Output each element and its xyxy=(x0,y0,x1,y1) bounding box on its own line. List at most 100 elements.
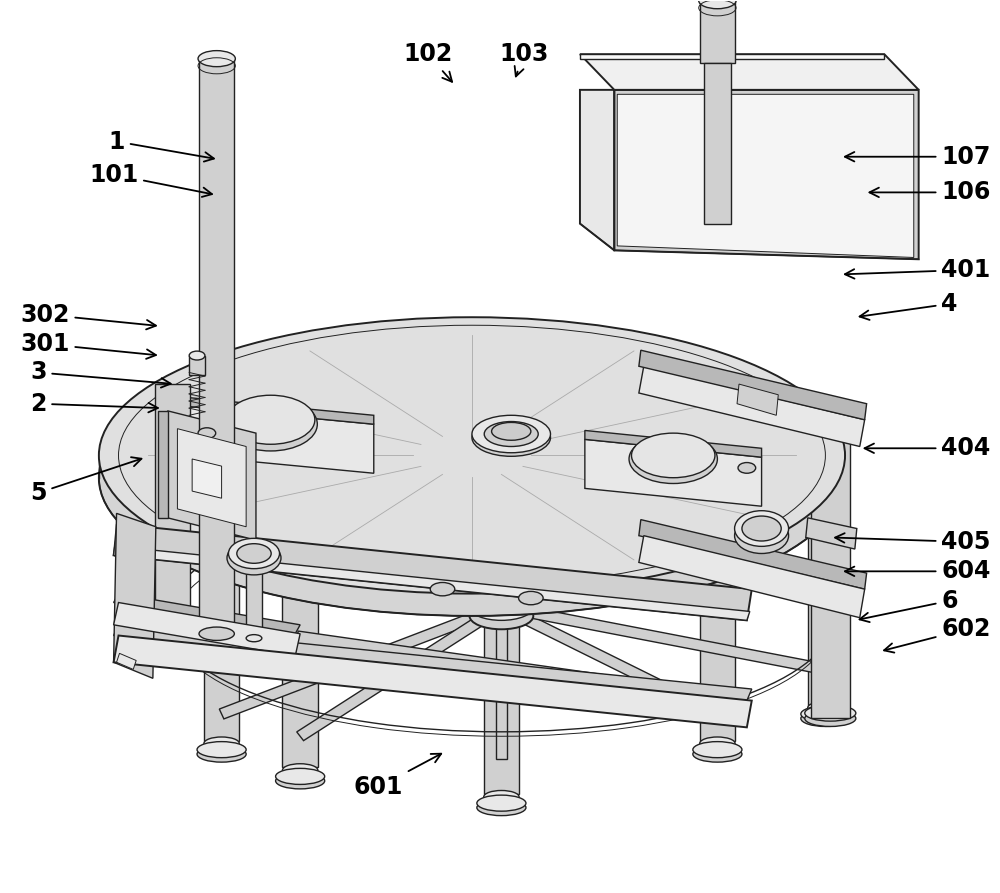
Ellipse shape xyxy=(469,603,533,630)
Polygon shape xyxy=(704,63,731,223)
Text: 106: 106 xyxy=(869,180,991,204)
Polygon shape xyxy=(585,439,762,506)
Polygon shape xyxy=(192,459,222,498)
Text: 601: 601 xyxy=(354,754,441,799)
Ellipse shape xyxy=(808,701,843,714)
Text: 4: 4 xyxy=(860,292,958,320)
Ellipse shape xyxy=(629,435,717,483)
Polygon shape xyxy=(114,524,146,569)
Text: 101: 101 xyxy=(89,163,212,197)
Ellipse shape xyxy=(155,628,190,640)
Text: 401: 401 xyxy=(845,258,990,282)
Polygon shape xyxy=(585,430,762,457)
Polygon shape xyxy=(297,603,505,740)
Polygon shape xyxy=(614,90,919,259)
Ellipse shape xyxy=(430,582,455,596)
Polygon shape xyxy=(639,520,867,589)
Ellipse shape xyxy=(246,635,262,642)
Polygon shape xyxy=(617,95,914,257)
Text: 103: 103 xyxy=(499,42,549,77)
Ellipse shape xyxy=(99,317,845,594)
Ellipse shape xyxy=(742,516,781,541)
Ellipse shape xyxy=(484,421,538,446)
Ellipse shape xyxy=(477,799,526,815)
Ellipse shape xyxy=(224,397,317,451)
Polygon shape xyxy=(177,429,246,527)
Text: 604: 604 xyxy=(845,559,991,583)
Polygon shape xyxy=(114,625,752,701)
Text: 405: 405 xyxy=(835,530,991,554)
Ellipse shape xyxy=(805,705,856,722)
Text: 6: 6 xyxy=(860,588,958,622)
Polygon shape xyxy=(117,654,136,670)
Ellipse shape xyxy=(198,51,235,67)
Text: 302: 302 xyxy=(20,303,156,330)
Ellipse shape xyxy=(801,706,850,722)
Polygon shape xyxy=(114,513,156,679)
Ellipse shape xyxy=(227,396,315,445)
Ellipse shape xyxy=(700,737,735,750)
Ellipse shape xyxy=(227,541,281,575)
Text: 602: 602 xyxy=(884,617,991,653)
Polygon shape xyxy=(199,59,234,634)
Polygon shape xyxy=(219,602,504,719)
Text: 102: 102 xyxy=(403,42,452,82)
Ellipse shape xyxy=(204,737,239,750)
Polygon shape xyxy=(282,522,318,767)
Ellipse shape xyxy=(199,627,234,640)
Polygon shape xyxy=(192,424,217,438)
Text: 2: 2 xyxy=(30,392,158,416)
Polygon shape xyxy=(808,478,843,705)
Ellipse shape xyxy=(276,768,325,784)
Ellipse shape xyxy=(801,711,850,727)
Ellipse shape xyxy=(479,599,523,615)
Polygon shape xyxy=(580,54,884,59)
Ellipse shape xyxy=(198,428,216,438)
Polygon shape xyxy=(484,540,519,794)
Polygon shape xyxy=(737,384,778,415)
Ellipse shape xyxy=(276,772,325,789)
Ellipse shape xyxy=(484,790,519,804)
Ellipse shape xyxy=(472,415,550,453)
Ellipse shape xyxy=(699,0,736,9)
Text: 1: 1 xyxy=(109,129,214,162)
Polygon shape xyxy=(246,554,262,638)
Polygon shape xyxy=(189,355,205,375)
Text: 301: 301 xyxy=(20,332,156,359)
Polygon shape xyxy=(187,406,374,473)
Polygon shape xyxy=(700,518,735,740)
Ellipse shape xyxy=(738,463,756,473)
Polygon shape xyxy=(811,411,850,719)
Polygon shape xyxy=(639,366,865,446)
Polygon shape xyxy=(295,631,642,698)
Text: 107: 107 xyxy=(845,145,991,169)
Ellipse shape xyxy=(99,339,845,616)
Polygon shape xyxy=(639,536,865,618)
Polygon shape xyxy=(114,524,752,621)
Ellipse shape xyxy=(469,594,533,621)
Ellipse shape xyxy=(810,404,851,418)
Ellipse shape xyxy=(805,711,856,727)
Ellipse shape xyxy=(472,419,550,456)
Ellipse shape xyxy=(693,741,742,757)
Polygon shape xyxy=(700,1,735,63)
Ellipse shape xyxy=(519,591,543,605)
Ellipse shape xyxy=(693,746,742,762)
Polygon shape xyxy=(499,602,720,719)
Ellipse shape xyxy=(282,764,318,777)
Ellipse shape xyxy=(237,544,271,563)
Polygon shape xyxy=(580,54,919,90)
Polygon shape xyxy=(114,636,752,728)
Ellipse shape xyxy=(197,746,246,762)
Polygon shape xyxy=(114,594,300,634)
Ellipse shape xyxy=(631,433,715,478)
Ellipse shape xyxy=(492,422,531,440)
Polygon shape xyxy=(158,411,168,518)
Polygon shape xyxy=(500,602,827,674)
Polygon shape xyxy=(168,411,256,540)
Ellipse shape xyxy=(197,741,246,757)
Polygon shape xyxy=(806,518,857,549)
Ellipse shape xyxy=(189,351,205,360)
Polygon shape xyxy=(496,607,507,758)
Text: 404: 404 xyxy=(865,437,990,460)
